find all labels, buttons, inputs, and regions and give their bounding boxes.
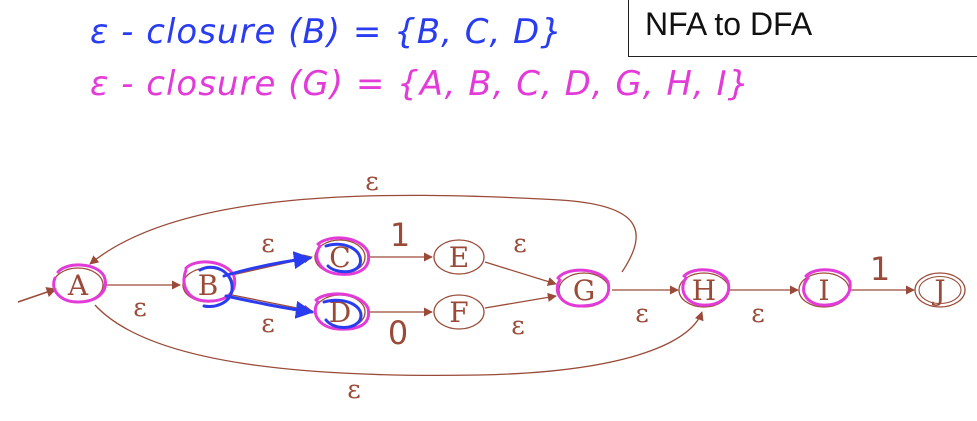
svg-text:H: H — [692, 274, 716, 307]
edge-e-g — [484, 261, 557, 286]
label-e-g: ε — [513, 229, 526, 259]
label-b-c: ε — [261, 229, 274, 259]
svg-text:B: B — [198, 269, 219, 302]
label-f-g: ε — [511, 311, 524, 341]
highlight-c — [315, 236, 371, 276]
svg-text:J: J — [931, 274, 945, 307]
blue-arrow-b-d — [224, 294, 314, 319]
blue-arc-b — [198, 265, 234, 308]
state-e: E — [433, 239, 485, 275]
blue-arrow-b-c — [222, 251, 312, 278]
title-box: NFA to DFA — [628, 0, 977, 57]
svg-text:F: F — [449, 296, 468, 329]
state-f: F — [433, 294, 485, 330]
blue-arc-d — [322, 298, 363, 329]
state-h: H — [678, 272, 730, 308]
highlight-d — [313, 292, 371, 331]
svg-text:G: G — [573, 274, 595, 307]
highlight-g — [555, 268, 611, 308]
closure-b-annotation — [198, 242, 363, 329]
svg-text:E: E — [449, 241, 469, 274]
label-i-j: 1 — [870, 250, 890, 288]
label-d-f: 0 — [388, 314, 408, 352]
edge-g-a-loop — [89, 194, 637, 273]
label-g-h: ε — [635, 299, 648, 329]
svg-text:I: I — [818, 274, 829, 307]
label-a-h-bottom: ε — [347, 375, 360, 405]
label-h-i: ε — [751, 299, 764, 329]
label-c-e: 1 — [390, 216, 410, 254]
edge-f-g — [484, 292, 557, 309]
edge-a-h-bottom — [94, 304, 704, 377]
page-title: NFA to DFA — [645, 6, 813, 42]
svg-text:D: D — [329, 296, 351, 329]
svg-text:A: A — [67, 269, 89, 302]
highlight-h — [681, 268, 731, 307]
state-j-final: J — [914, 272, 966, 308]
label-a-b: ε — [133, 293, 146, 323]
epsilon-closure-b-note: ε - closure (B) = {B, C, D} — [90, 12, 563, 52]
start-arrow — [17, 287, 57, 303]
epsilon-closure-g-note: ε - closure (G) = {A, B, C, D, G, H, I} — [90, 64, 751, 104]
blue-arc-c — [324, 242, 362, 274]
label-g-a-loop: ε — [365, 167, 378, 197]
highlight-a — [52, 263, 107, 304]
label-b-d: ε — [261, 309, 274, 339]
highlight-i — [802, 268, 852, 307]
svg-text:C: C — [329, 241, 350, 274]
